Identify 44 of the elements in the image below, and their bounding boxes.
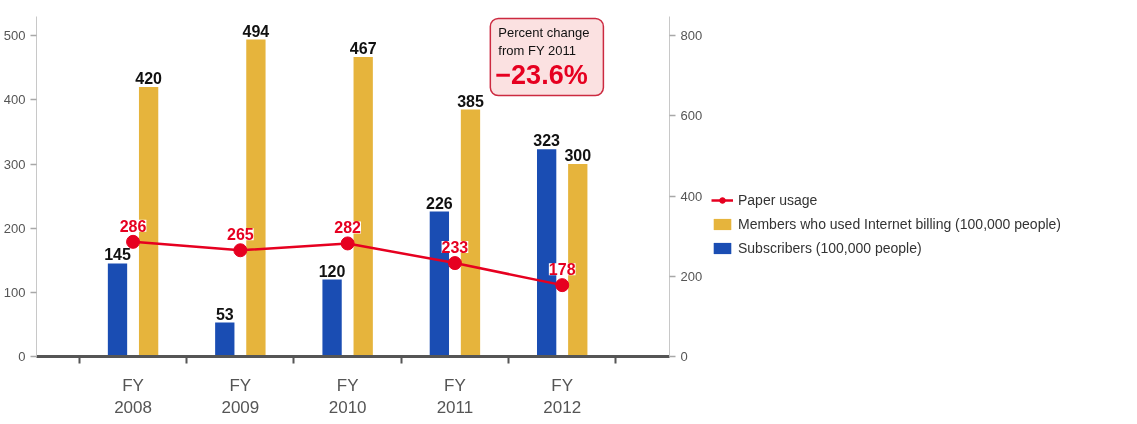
- x-tick-label: FY 2010: [328, 375, 367, 418]
- y-tick-label: 300: [3, 156, 26, 172]
- x-tick-label: FY 2009: [221, 375, 260, 418]
- y-tick-label: 0: [18, 349, 26, 364]
- y2-tick-label: 200: [680, 268, 703, 284]
- point: [447, 256, 462, 271]
- y-tick-label: 400: [3, 92, 26, 108]
- x-tick-label: FY 2011: [436, 375, 474, 418]
- y-tick-label: 200: [3, 220, 26, 236]
- y-tick-label: 500: [3, 28, 26, 44]
- y2-tick-label: 600: [680, 108, 703, 124]
- y2-tick-label: 0: [680, 349, 688, 364]
- bar: [215, 322, 235, 357]
- data-label: 120: [318, 262, 346, 280]
- data-label: 233: [441, 239, 469, 257]
- data-label: 265: [227, 226, 254, 244]
- x-tick-label: FY 2012: [543, 375, 582, 418]
- y2-tick-label: 800: [680, 28, 703, 44]
- bar: [322, 279, 342, 357]
- point: [126, 234, 141, 249]
- legend-label: Subscribers (100,000 people): [738, 240, 922, 256]
- data-label: 226: [426, 194, 453, 212]
- data-label: 286: [119, 217, 147, 235]
- data-label: 323: [533, 132, 561, 150]
- point: [233, 243, 248, 258]
- bar: [107, 263, 128, 357]
- data-label: 145: [104, 246, 131, 264]
- data-label: 282: [334, 219, 362, 237]
- data-label: 53: [215, 305, 234, 323]
- y-tick-label: 100: [3, 284, 26, 300]
- x-tick-label: FY 2008: [114, 375, 152, 418]
- point: [555, 278, 570, 293]
- y2-tick-label: 400: [680, 188, 703, 204]
- data-label: 420: [135, 70, 163, 88]
- data-label: 494: [242, 22, 270, 40]
- point: [340, 236, 355, 251]
- annotation: Percent change from FY 2011: [498, 24, 590, 58]
- legend-label: Members who used Internet billing (100,000 people): [738, 216, 1061, 232]
- data-label: 385: [457, 92, 484, 110]
- data-label: 300: [564, 147, 592, 165]
- data-label: 467: [349, 39, 377, 57]
- data-label: 178: [548, 261, 576, 279]
- legend-label: Paper usage: [738, 192, 818, 208]
- annotation: −23.6%: [495, 59, 588, 90]
